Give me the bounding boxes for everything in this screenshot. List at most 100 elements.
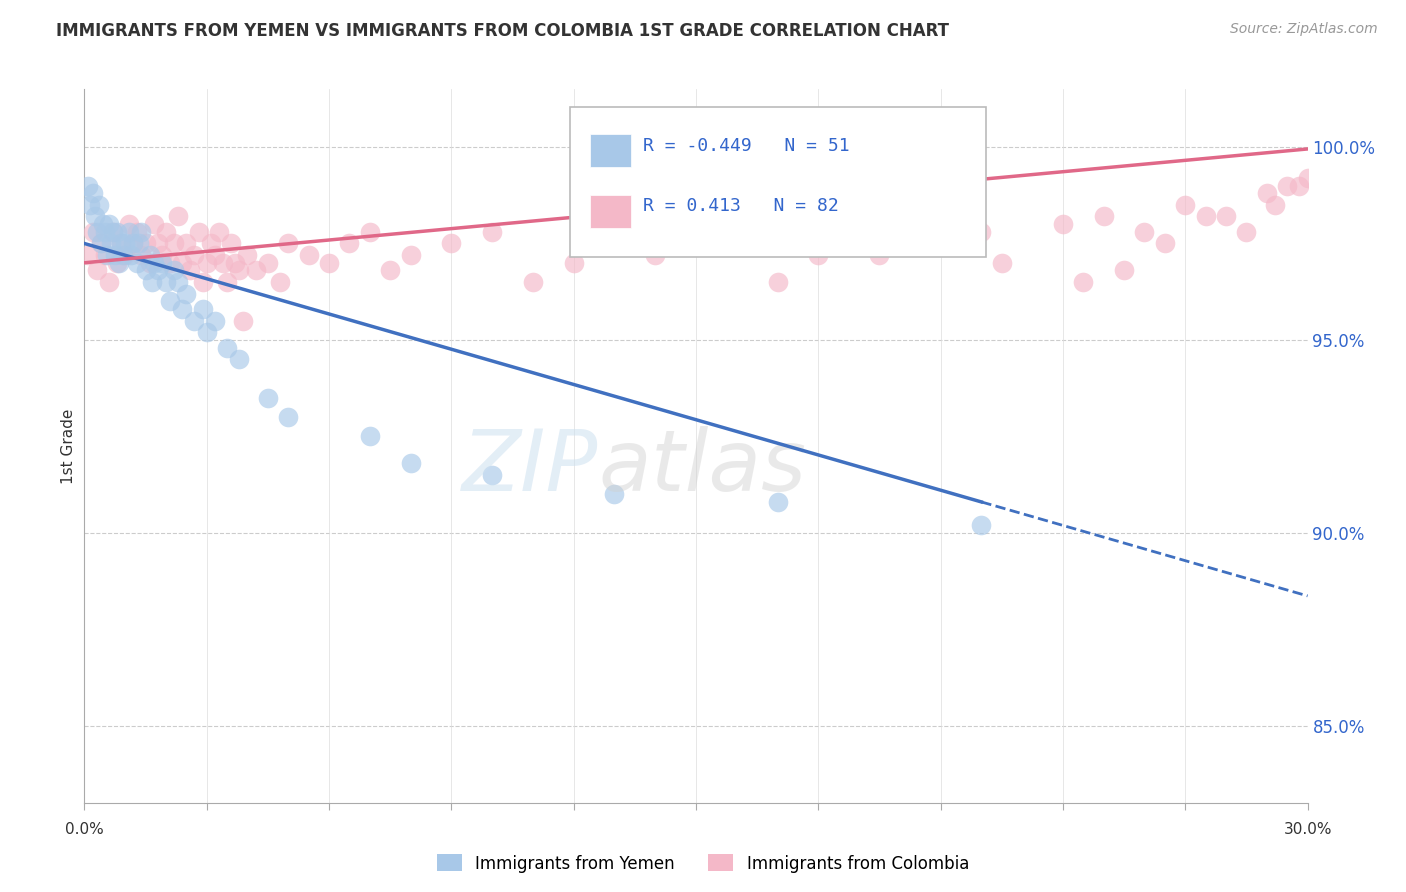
Point (86, 263, 108, 277)
Point (277, 410, 299, 425)
Point (1317, 159, 1340, 173)
Point (83, 210, 105, 224)
Point (187, 225, 209, 239)
Point (108, 256, 131, 270)
Point (101, 225, 124, 239)
Point (224, 256, 246, 270)
Point (766, 495, 789, 509)
Point (1154, 236, 1177, 251)
Point (86, 225, 108, 239)
Point (79, 198, 101, 212)
Point (685, 225, 707, 239)
Point (77, 178, 100, 193)
Point (1236, 225, 1258, 239)
Y-axis label: 1st Grade: 1st Grade (60, 409, 76, 483)
Point (380, 263, 402, 277)
Point (848, 225, 870, 239)
Point (257, 391, 280, 405)
FancyBboxPatch shape (569, 107, 986, 257)
Point (174, 286, 197, 301)
Point (232, 313, 254, 327)
Point (1114, 263, 1136, 277)
Point (183, 248, 205, 262)
Point (97, 217, 120, 231)
Legend: Immigrants from Yemen, Immigrants from Colombia: Immigrants from Yemen, Immigrants from C… (430, 847, 976, 880)
Point (191, 275, 214, 289)
Point (135, 236, 157, 251)
Point (172, 301, 194, 316)
Point (146, 236, 169, 251)
Point (191, 301, 214, 316)
Point (991, 256, 1014, 270)
Point (481, 467, 503, 482)
Text: atlas: atlas (598, 425, 806, 509)
Point (135, 263, 157, 277)
Point (1296, 170, 1319, 185)
Point (163, 236, 186, 251)
Point (228, 352, 250, 367)
Point (77, 248, 100, 262)
Point (481, 225, 503, 239)
Point (172, 256, 194, 270)
Point (150, 256, 173, 270)
Point (970, 225, 993, 239)
Point (150, 248, 173, 262)
Point (1092, 210, 1115, 224)
Point (142, 217, 165, 231)
Point (1195, 210, 1218, 224)
Point (82, 186, 104, 201)
Point (603, 487, 626, 501)
Point (644, 248, 666, 262)
Point (87, 198, 110, 212)
Point (167, 210, 190, 224)
Point (399, 248, 422, 262)
Point (1133, 225, 1156, 239)
Point (114, 236, 136, 251)
Point (245, 263, 267, 277)
Point (128, 236, 150, 251)
Point (359, 429, 381, 443)
Point (105, 256, 128, 270)
Point (101, 225, 124, 239)
Point (1277, 178, 1299, 193)
Point (562, 256, 585, 270)
Point (122, 236, 145, 251)
Text: 30.0%: 30.0% (1284, 822, 1331, 837)
Text: 0.0%: 0.0% (65, 822, 104, 837)
Point (183, 313, 205, 327)
Point (82, 225, 104, 239)
Point (970, 518, 993, 533)
Point (131, 248, 153, 262)
Point (138, 248, 160, 262)
Point (179, 263, 201, 277)
Point (159, 294, 181, 309)
Point (339, 236, 361, 251)
Point (204, 313, 226, 327)
Point (105, 225, 128, 239)
Point (142, 256, 165, 270)
Point (869, 248, 891, 262)
Point (90, 236, 112, 251)
Point (200, 236, 222, 251)
Point (195, 325, 218, 339)
Point (120, 248, 142, 262)
Point (208, 225, 231, 239)
Point (1073, 275, 1095, 289)
Point (110, 236, 132, 251)
Point (269, 275, 291, 289)
FancyBboxPatch shape (589, 195, 631, 227)
Point (104, 248, 127, 262)
Text: ZIP: ZIP (461, 425, 598, 509)
Point (399, 456, 422, 470)
Point (127, 256, 149, 270)
Point (910, 217, 932, 231)
Point (440, 236, 463, 251)
Point (118, 217, 141, 231)
Point (1215, 210, 1237, 224)
Point (204, 248, 226, 262)
Point (257, 256, 280, 270)
Point (603, 236, 626, 251)
Point (93, 225, 117, 239)
Point (195, 256, 218, 270)
Point (97, 275, 120, 289)
